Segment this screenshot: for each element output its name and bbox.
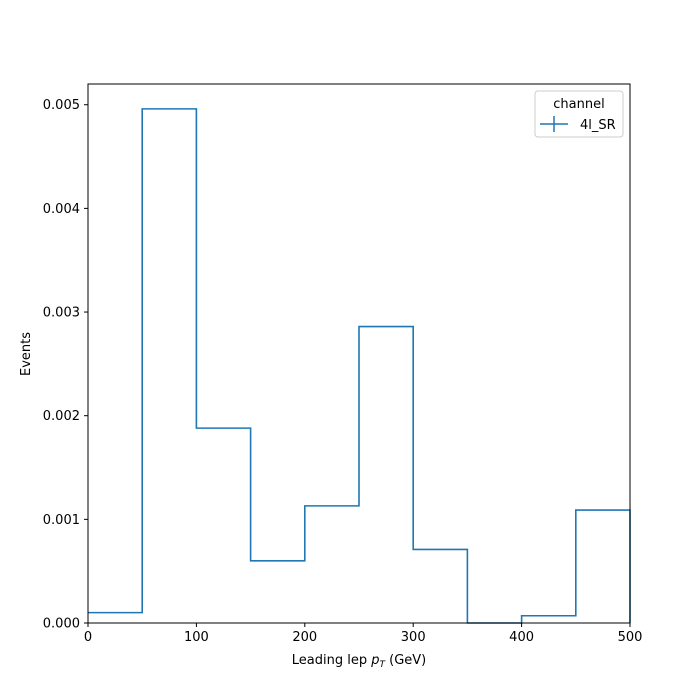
- x-axis: 0 100 200 300 400 500: [84, 623, 643, 645]
- x-tick-label: 500: [618, 630, 643, 645]
- x-tick-label: 100: [184, 630, 209, 645]
- plot-frame: [87, 83, 631, 624]
- y-tick-label: 0.004: [43, 202, 80, 217]
- legend-entry-4l-sr: 4l_SR: [580, 118, 616, 133]
- y-tick-label: 0.000: [43, 617, 80, 632]
- legend: channel 4l_SR: [534, 90, 624, 138]
- x-tick-label: 300: [401, 630, 426, 645]
- legend-marker: [540, 116, 568, 132]
- x-axis-label: Leading lep pT (GeV): [292, 653, 426, 670]
- x-tick-label: 0: [84, 630, 92, 645]
- y-axis: 0.000 0.001 0.002 0.003 0.004 0.005: [43, 98, 88, 632]
- x-tick-label: 200: [292, 630, 317, 645]
- y-tick-label: 0.001: [43, 513, 80, 528]
- y-tick-label: 0.002: [43, 409, 80, 424]
- y-tick-label: 0.005: [43, 98, 80, 113]
- legend-box: [534, 90, 624, 138]
- x-tick-label: 400: [509, 630, 534, 645]
- legend-title: channel: [553, 97, 604, 112]
- y-tick-label: 0.003: [43, 306, 80, 321]
- series-layer: [88, 108, 631, 624]
- series-line-0: [88, 108, 631, 624]
- y-axis-label: Events: [19, 332, 34, 376]
